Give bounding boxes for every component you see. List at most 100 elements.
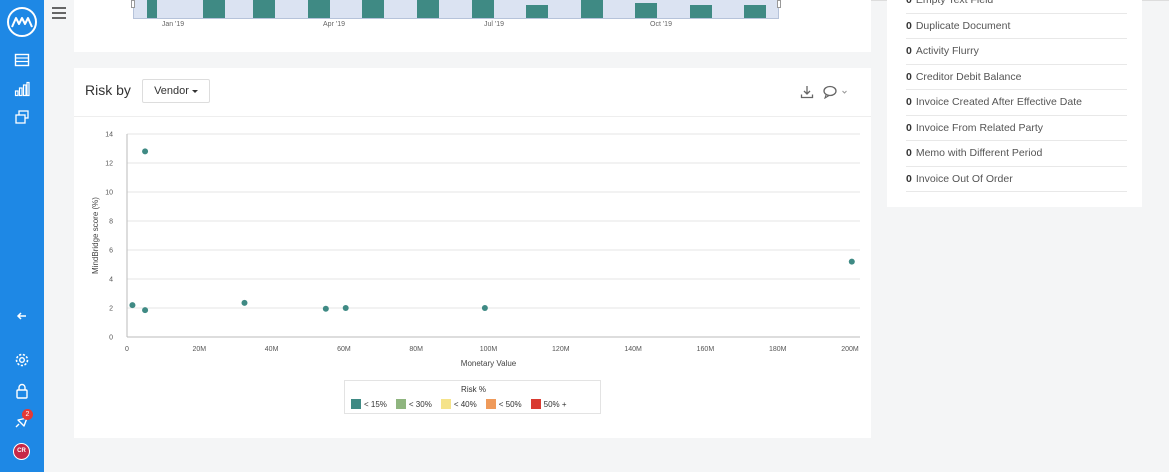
dropdown-value: Vendor [154,85,189,97]
y-tick-label: 2 [109,306,113,313]
legend-label: < 15% [364,399,387,409]
legend-item[interactable]: < 30% [395,399,432,409]
data-point [481,305,488,311]
rule-label: Invoice Created After Effective Date [915,96,1082,109]
gear-icon[interactable] [12,350,32,370]
data-point [142,307,149,314]
rule-list-item[interactable]: 0 Invoice Created After Effective Date [906,90,1127,116]
rule-count: 0 [906,121,912,134]
rule-count: 0 [906,147,912,160]
y-tick-label: 0 [109,335,113,342]
risk-by-card: Risk by Vendor 0 2 4 6 8 10 12 14 0 20M 40M 60M 80M 1… [74,68,871,438]
sidebar: 2 CR [0,0,44,472]
rule-label: Invoice From Related Party [915,121,1044,134]
timeline-card: Jan '19 Apr '19 Jul '19 Oct '19 [74,0,871,52]
y-tick-label: 6 [109,248,113,255]
rule-count: 0 [906,172,912,185]
legend-swatch [530,399,541,409]
table-icon[interactable] [12,50,32,70]
y-tick-label: 14 [105,132,113,139]
legend-swatch [351,399,361,409]
range-handle-left[interactable] [131,0,135,8]
download-icon[interactable] [800,85,814,104]
mindbridge-logo-icon[interactable] [7,7,37,37]
chevron-down-icon [191,89,198,93]
legend-label: 50% + [543,399,567,409]
data-point [322,305,329,312]
rule-count: 0 [906,70,912,83]
legend-label: < 50% [498,399,522,409]
legend-item[interactable]: < 15% [351,399,387,409]
bar-chart-icon[interactable] [12,79,32,99]
data-point [342,305,349,311]
scatter-chart: 0 2 4 6 8 10 12 14 0 20M 40M 60M 80M 100M 120M 140M 160M… [91,132,860,368]
x-tick-label: 200M [841,346,859,353]
legend-label: < 40% [453,399,477,409]
y-tick-label: 12 [105,161,113,168]
rules-panel: 0 Empty Text Field 0 Duplicate Document 0 Act… [887,0,1142,207]
y-tick-label: 4 [109,277,113,284]
comment-icon[interactable] [823,85,849,104]
data-point [241,299,248,306]
timeline-label: Apr '19 [323,21,345,28]
x-axis-title: Monetary Value [461,359,517,368]
avatar[interactable]: CR [13,443,30,460]
rule-label: Memo with Different Period [915,147,1043,160]
legend-item[interactable]: < 50% [485,399,522,409]
timeline-label: Jan '19 [161,21,185,28]
menu-icon[interactable] [52,7,66,19]
chart-legend: Risk % < 15% < 30% < 40% < 50% 50% + [344,380,601,414]
legend-title: Risk % [461,385,486,394]
data-point [129,302,136,309]
rule-list-item[interactable]: 0 Creditor Debit Balance [906,65,1127,90]
rule-label: Activity Flurry [915,45,979,58]
rule-list-item[interactable]: 0 Invoice Out Of Order [906,167,1127,192]
legend-swatch [485,399,496,409]
legend-label: < 30% [408,399,432,409]
x-tick-label: 100M [480,346,498,353]
legend-swatch [440,399,451,409]
y-tick-label: 8 [109,219,113,226]
rule-count: 0 [906,0,912,7]
rule-list-item[interactable]: 0 Memo with Different Period [906,141,1127,167]
legend-item[interactable]: < 40% [440,399,477,409]
rule-count: 0 [906,45,912,58]
timeline-label: Oct '19 [650,21,672,28]
divider [74,116,871,117]
data-point [142,148,149,155]
x-tick-label: 60M [337,346,351,353]
rule-list-item[interactable]: 0 Duplicate Document [906,14,1127,39]
rule-label: Creditor Debit Balance [915,70,1022,83]
rule-list-item[interactable]: 0 Activity Flurry [906,39,1127,65]
data-point [848,258,855,265]
collapse-arrow-icon[interactable] [12,306,32,326]
x-tick-label: 40M [265,346,279,353]
rule-list-item[interactable]: 0 Invoice From Related Party [906,116,1127,141]
x-tick-label: 80M [409,346,423,353]
x-tick-label: 160M [697,346,715,353]
timeline-label: Jul '19 [483,21,505,28]
legend-swatch [395,399,406,409]
megaphone-icon[interactable] [12,412,32,432]
notification-badge: 2 [22,409,33,420]
layers-icon[interactable] [12,107,32,127]
x-tick-label: 180M [769,346,787,353]
group-by-dropdown[interactable]: Vendor [142,79,210,103]
x-tick-label: 140M [624,346,642,353]
card-title: Risk by [85,82,131,98]
rule-count: 0 [906,19,912,32]
y-tick-label: 10 [105,190,113,197]
rule-label: Invoice Out Of Order [915,172,1013,185]
rule-list-item[interactable]: 0 Empty Text Field [906,0,1127,14]
x-tick-label: 120M [552,346,570,353]
range-handle-right[interactable] [777,0,781,8]
legend-item[interactable]: 50% + [530,399,567,409]
rule-label: Empty Text Field [915,0,994,7]
timeline-range-selector[interactable] [131,0,781,19]
y-axis-title: MindBridge score (%) [91,197,100,274]
rule-label: Duplicate Document [915,19,1011,32]
x-tick-label: 0 [125,346,129,353]
x-tick-label: 20M [192,346,206,353]
rule-count: 0 [906,96,912,109]
lock-icon[interactable] [12,381,32,401]
